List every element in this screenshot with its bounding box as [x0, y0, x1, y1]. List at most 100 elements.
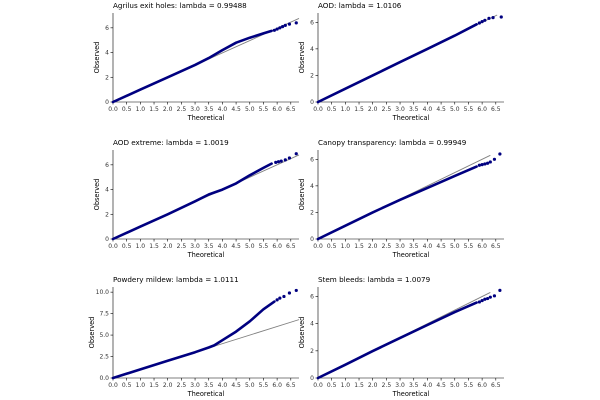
x-tick-label: 1.5	[354, 382, 364, 389]
tail-point	[485, 161, 490, 165]
tail-point	[283, 158, 287, 162]
tail-point	[483, 18, 487, 22]
y-axis-label: Observed	[298, 42, 306, 74]
observed-points-series	[111, 162, 273, 241]
x-tick-label: 5.0	[245, 243, 255, 250]
tail-point	[287, 22, 292, 26]
y-tick-label: 4	[310, 183, 314, 190]
observed-points-series	[111, 29, 273, 104]
x-tick-label: 4.5	[436, 243, 446, 250]
y-tick-label: 5.0	[99, 332, 109, 339]
x-tick-label: 5.5	[259, 106, 269, 113]
x-tick-label: 0.5	[327, 106, 337, 113]
x-tick-label: 3.5	[409, 243, 419, 250]
tail-point	[287, 156, 292, 160]
x-tick-label: 1.5	[149, 243, 159, 250]
x-tick-label: 2.5	[177, 382, 187, 389]
tail-point	[487, 16, 491, 20]
y-tick-label: 7.5	[99, 311, 109, 318]
x-tick-label: 5.0	[450, 243, 460, 250]
tail-point	[477, 300, 481, 304]
tail-point	[480, 20, 484, 24]
tail-point	[283, 23, 287, 27]
x-tick-label: 2.5	[382, 382, 392, 389]
y-tick-label: 6	[310, 156, 314, 163]
x-tick-label: 6.5	[286, 243, 296, 250]
tail-point	[488, 160, 492, 164]
x-tick-label: 2.0	[163, 243, 173, 250]
x-tick-label: 0.5	[122, 243, 132, 250]
tail-point	[272, 28, 276, 32]
x-tick-label: 4.5	[231, 243, 241, 250]
tail-point	[499, 15, 503, 19]
tail-point	[485, 296, 490, 301]
y-tick-label: 6	[310, 19, 314, 26]
x-tick-label: 6.5	[286, 106, 296, 113]
x-tick-label: 2.5	[382, 106, 392, 113]
y-tick-label: 4	[105, 187, 109, 194]
tail-point	[278, 296, 282, 300]
panel-title: Stem bleeds: lambda = 1.0079	[318, 275, 431, 284]
qq-panel: Powdery mildew: lambda = 1.0111 0.0 0.5 1.0…	[88, 275, 300, 398]
tail-point	[275, 27, 279, 31]
tail-point	[280, 24, 285, 29]
x-tick-label: 5.5	[464, 382, 474, 389]
x-tick-label: 4.0	[423, 106, 433, 113]
x-tick-label: 2.0	[368, 382, 378, 389]
x-tick-label: 3.0	[395, 243, 405, 250]
x-tick-label: 5.5	[464, 243, 474, 250]
x-axis-label: Theoretical	[187, 251, 225, 259]
x-tick-label: 4.0	[218, 382, 228, 389]
x-tick-label: 3.5	[409, 106, 419, 113]
x-tick-label: 0.0	[313, 382, 323, 389]
y-tick-label: 6	[310, 294, 314, 301]
y-tick-label: 2	[310, 209, 314, 216]
x-tick-label: 4.5	[436, 106, 446, 113]
x-tick-label: 1.0	[136, 382, 146, 389]
x-tick-label: 1.0	[341, 106, 351, 113]
qq-panel: Canopy transparency: lambda = 0.99949 0.0…	[298, 138, 504, 259]
y-tick-label: 6	[105, 25, 109, 32]
y-tick-label: 0	[105, 236, 109, 243]
x-tick-label: 5.5	[259, 382, 269, 389]
tail-point	[294, 21, 298, 25]
x-tick-label: 3.5	[204, 106, 214, 113]
x-tick-label: 1.5	[149, 382, 159, 389]
tail-point	[278, 26, 282, 30]
x-tick-label: 3.0	[190, 106, 200, 113]
y-tick-label: 0	[105, 99, 109, 106]
x-tick-label: 1.5	[149, 106, 159, 113]
y-tick-label: 4	[105, 50, 109, 57]
y-axis-label: Observed	[93, 179, 101, 211]
x-tick-label: 3.5	[409, 382, 419, 389]
y-tick-label: 0	[310, 99, 314, 106]
x-tick-label: 2.5	[382, 243, 392, 250]
tail-point	[274, 160, 278, 164]
tail-point	[488, 295, 492, 299]
panel-title: AOD extreme: lambda = 1.0019	[113, 138, 229, 147]
x-tick-label: 4.5	[436, 382, 446, 389]
observed-points-series	[316, 165, 478, 241]
x-axis-label: Theoretical	[392, 390, 430, 398]
x-tick-label: 4.0	[423, 243, 433, 250]
x-tick-label: 3.0	[190, 382, 200, 389]
y-tick-label: 0.0	[99, 375, 109, 382]
observed-points-series	[111, 300, 276, 380]
x-tick-label: 2.0	[163, 382, 173, 389]
tail-point	[477, 21, 481, 25]
x-axis-label: Theoretical	[187, 114, 225, 122]
tail-point	[492, 157, 497, 161]
tail-point	[282, 294, 286, 299]
x-tick-label: 6.0	[477, 382, 487, 389]
y-tick-label: 2	[105, 74, 109, 81]
y-axis-label: Observed	[93, 42, 101, 74]
x-tick-label: 3.0	[395, 382, 405, 389]
qq-panel: AOD extreme: lambda = 1.0019 0.0 0.5 1.0 1.5…	[93, 138, 300, 259]
x-tick-label: 2.0	[163, 106, 173, 113]
x-tick-label: 0.0	[313, 106, 323, 113]
x-tick-label: 6.0	[272, 243, 282, 250]
tail-point	[287, 291, 292, 295]
